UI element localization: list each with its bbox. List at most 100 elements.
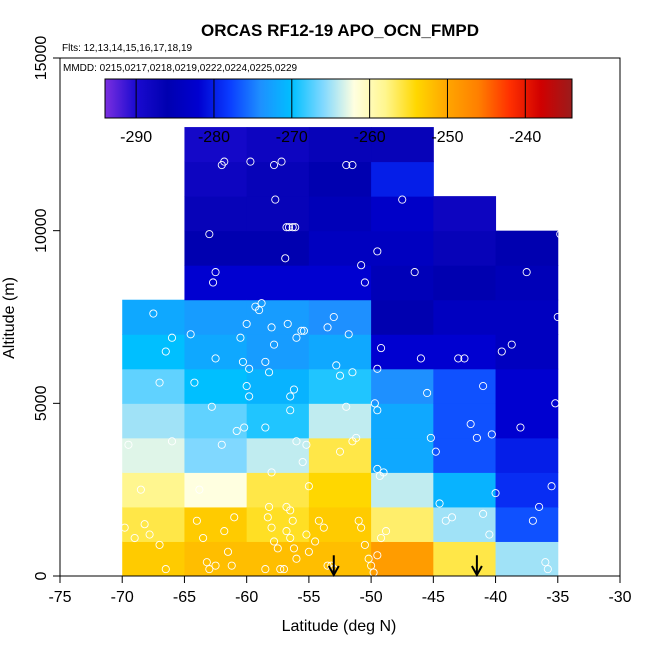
data-point [286, 392, 295, 401]
x-tick-label: -70 [111, 589, 134, 606]
data-point [286, 406, 295, 415]
data-point [460, 354, 469, 363]
heatmap-cell [246, 541, 310, 577]
data-point [302, 530, 311, 539]
data-point [292, 437, 301, 446]
data-point [261, 357, 270, 366]
heatmap-cell [308, 265, 372, 301]
data-point [140, 520, 149, 529]
colorbar-tick-label: -270 [276, 129, 308, 146]
heatmap-cell [122, 541, 185, 577]
heatmap-cell [371, 403, 434, 439]
chart-title: ORCAS RF12-19 APO_OCN_FMPD [201, 21, 479, 40]
data-point [367, 561, 376, 570]
data-point [435, 499, 444, 508]
data-point [223, 547, 233, 556]
data-point [319, 523, 328, 532]
data-point [136, 485, 145, 494]
data-point [289, 385, 299, 394]
data-point [541, 558, 550, 567]
heatmap-cell [184, 265, 248, 301]
data-point [232, 426, 241, 436]
colorbar-tick-label: -250 [431, 129, 463, 146]
data-point [130, 533, 139, 543]
data-point [357, 523, 366, 532]
heatmap-cell [371, 196, 434, 232]
data-point [304, 482, 313, 491]
data-point [373, 364, 382, 373]
data-point [195, 485, 204, 494]
x-axis-label: Latitude (deg N) [282, 618, 397, 635]
data-point [211, 268, 220, 277]
colorbar-tick-label: -280 [198, 129, 230, 146]
data-point [242, 382, 251, 391]
data-point [286, 506, 295, 515]
data-point [354, 516, 363, 525]
heatmap-cell [308, 403, 372, 439]
heatmap-cell [371, 472, 434, 508]
data-point [220, 527, 229, 536]
data-point [377, 533, 386, 543]
data-point [335, 371, 345, 380]
data-point [472, 433, 481, 442]
x-tick-label: -65 [173, 589, 196, 606]
data-point [240, 423, 249, 432]
data-point [284, 223, 294, 232]
heatmap-cell [308, 472, 372, 508]
heatmap-cell [246, 127, 310, 163]
data-point [416, 354, 425, 363]
heatmap-cell [495, 265, 559, 301]
data-point [199, 533, 208, 543]
data-point [288, 516, 297, 525]
data-point [304, 547, 313, 556]
heatmap-cell [184, 403, 248, 439]
data-point [277, 157, 286, 166]
data-point [236, 333, 245, 342]
data-point [124, 440, 133, 449]
data-point [551, 399, 560, 408]
heatmap-cell [184, 127, 248, 163]
data-point [242, 319, 251, 328]
x-tick-label: -35 [546, 589, 569, 606]
data-point [344, 330, 353, 339]
heatmap-cell [122, 506, 185, 542]
data-point [149, 309, 158, 318]
heatmap-cell [433, 230, 497, 266]
heatmap-cell [308, 196, 372, 232]
data-point [342, 402, 351, 411]
data-point [205, 230, 214, 239]
data-point [167, 333, 177, 342]
data-point [267, 323, 276, 332]
data-point [292, 554, 301, 563]
data-point [288, 223, 297, 232]
heatmap-cell [184, 334, 248, 370]
heatmap-cell [184, 230, 248, 266]
data-point [348, 368, 357, 377]
data-point [441, 516, 450, 525]
heatmap-cell [495, 403, 559, 439]
data-point [269, 537, 279, 546]
data-point [282, 527, 291, 536]
data-point [279, 565, 289, 574]
data-point [291, 223, 300, 232]
data-point [297, 326, 306, 335]
data-point [220, 157, 229, 166]
heatmap-cell [433, 334, 497, 370]
data-point [255, 306, 264, 315]
data-point [211, 561, 220, 570]
heatmap-cell [308, 334, 372, 370]
heatmap-cell [246, 506, 310, 542]
heatmap-cell [371, 127, 434, 163]
heatmap-cell [433, 196, 497, 232]
heatmap-cell [184, 299, 248, 335]
heatmap-cell [433, 299, 497, 335]
y-axis-label: Altitude (m) [1, 277, 18, 359]
data-point [167, 437, 177, 446]
plot-frame [59, 57, 621, 577]
data-point [145, 530, 154, 539]
heatmap-cell [184, 161, 248, 197]
data-point [302, 440, 311, 449]
arrow-head [327, 565, 340, 578]
heatmap-cell [308, 161, 372, 197]
